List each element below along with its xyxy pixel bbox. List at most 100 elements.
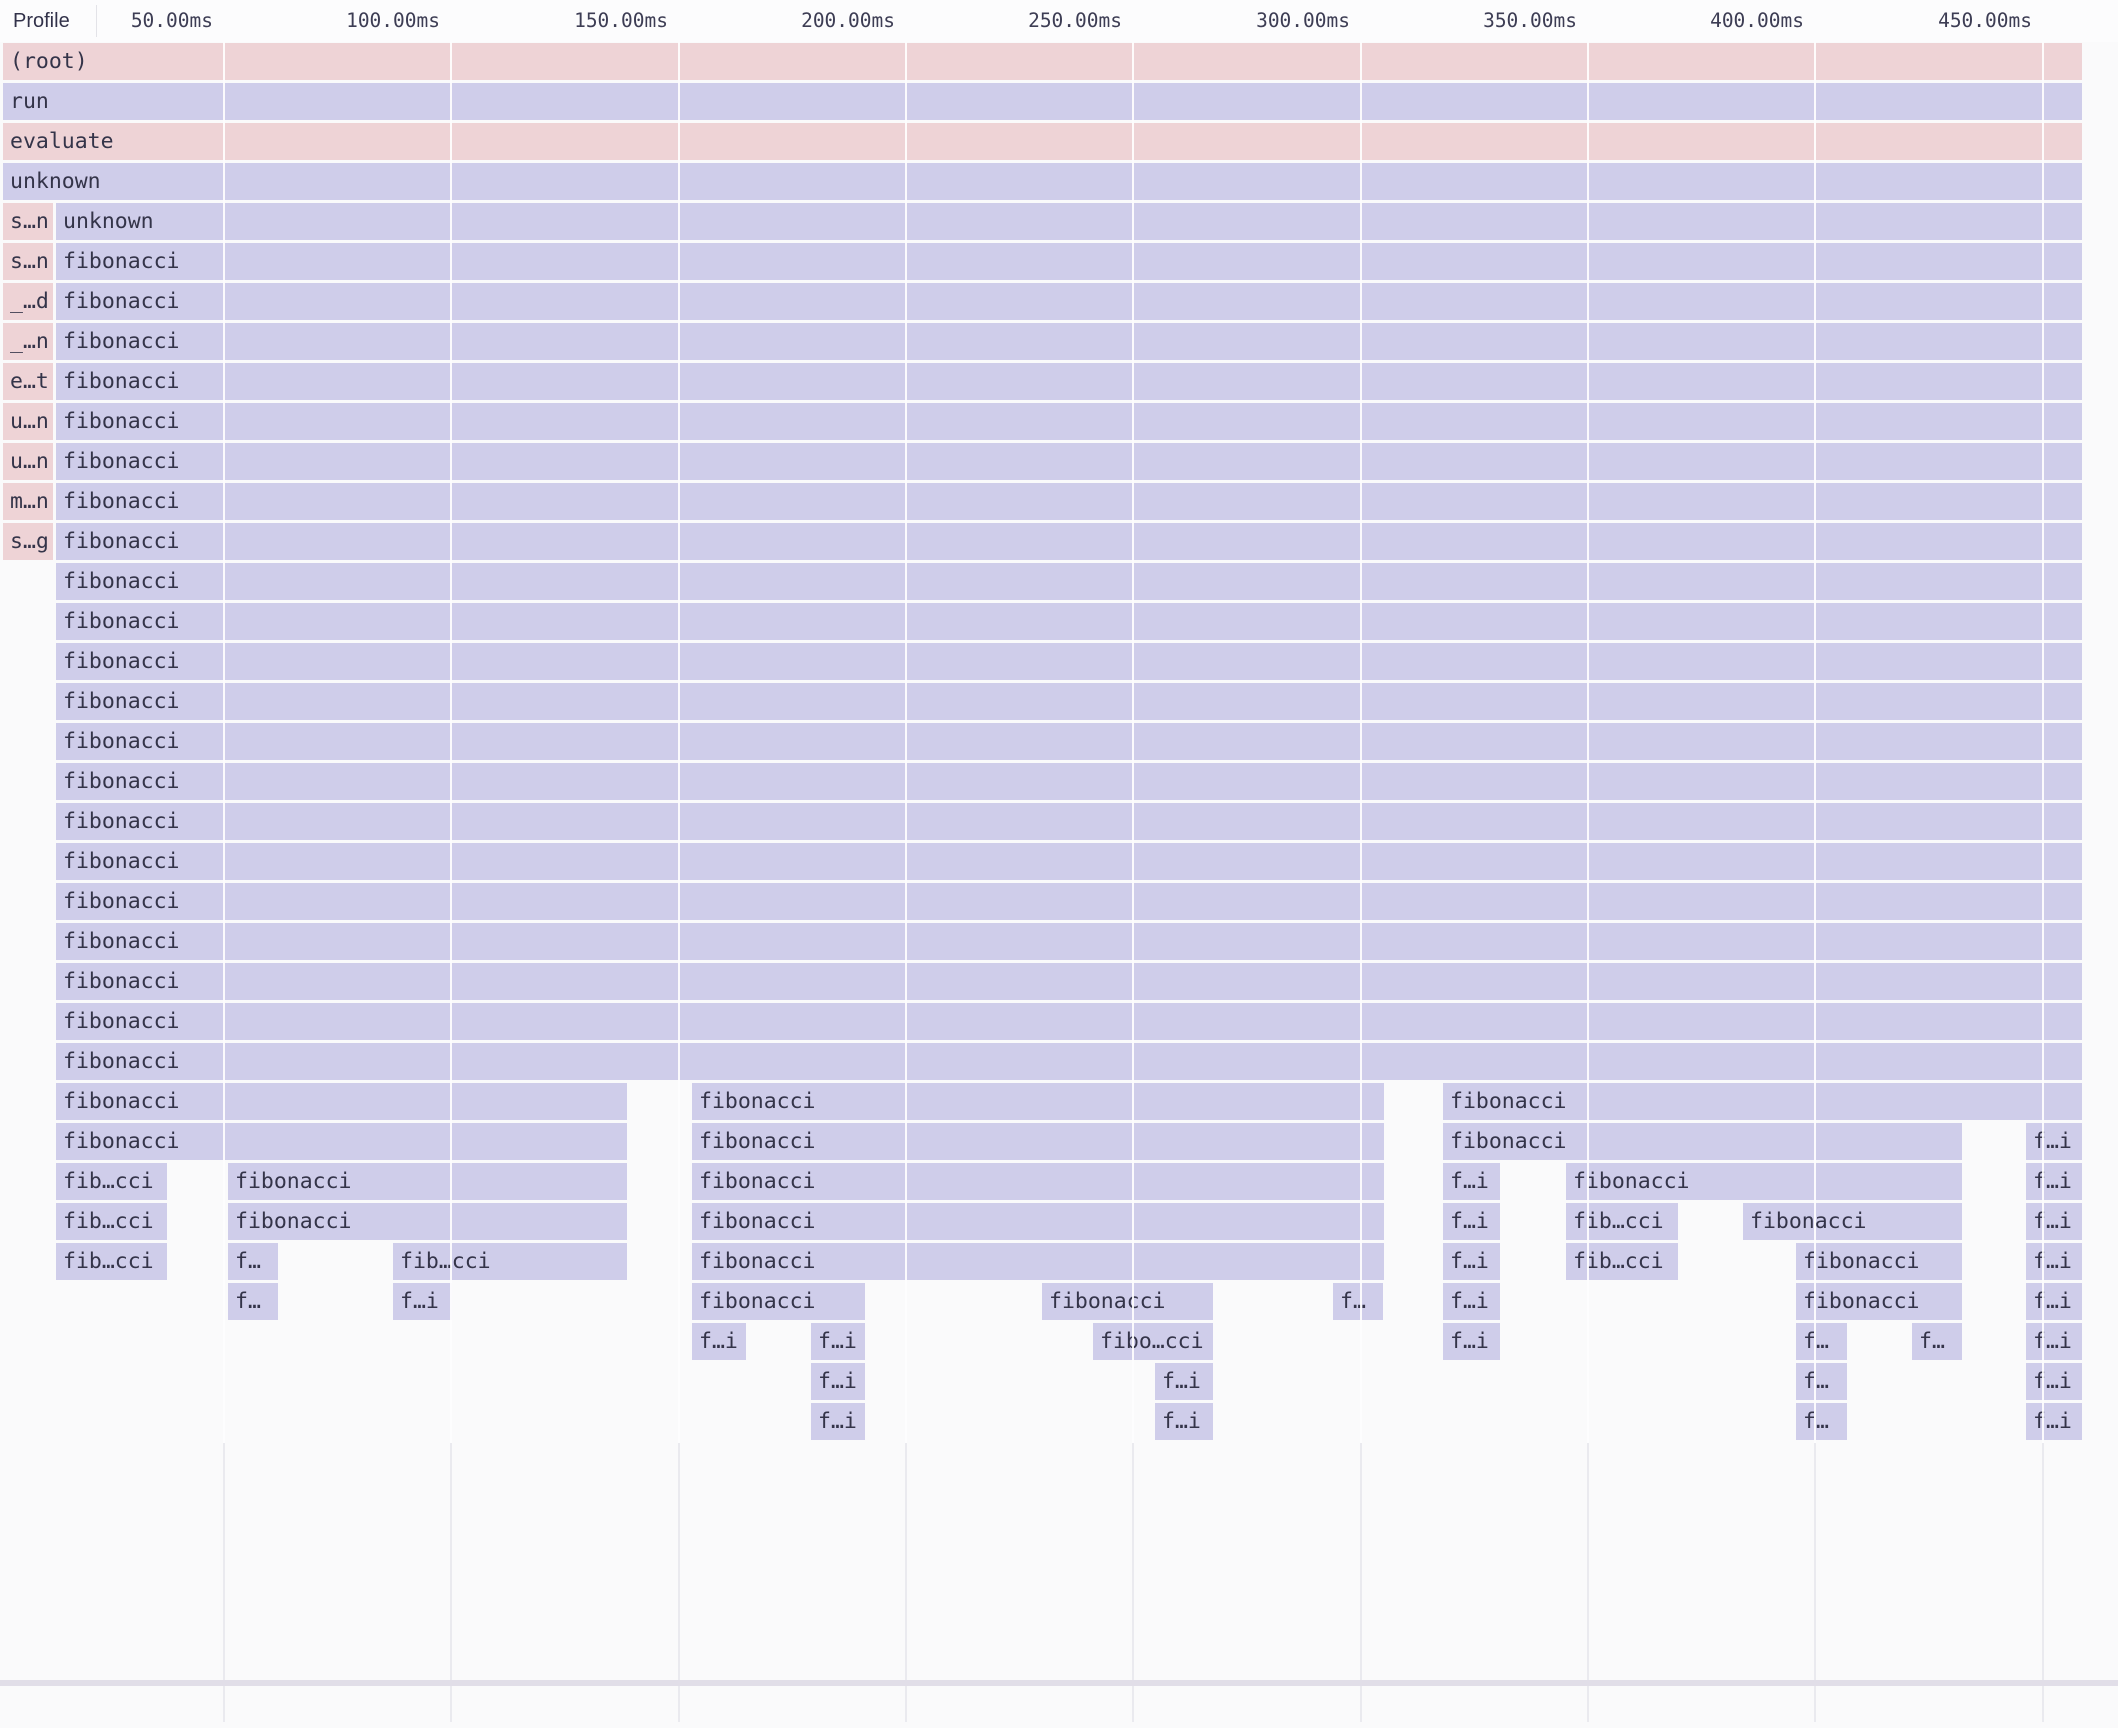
- flame-frame[interactable]: f…i: [1443, 1283, 1500, 1320]
- flame-frame[interactable]: fibonacci: [56, 563, 2082, 600]
- flame-frame[interactable]: f…i: [811, 1403, 865, 1440]
- flame-frame[interactable]: fibonacci: [56, 683, 2082, 720]
- flame-frame[interactable]: fibonacci: [56, 483, 2082, 520]
- flame-frame[interactable]: fibonacci: [692, 1243, 1384, 1280]
- flame-frame[interactable]: fib…cci: [1566, 1243, 1678, 1280]
- flame-frame[interactable]: f…i: [1155, 1363, 1213, 1400]
- ruler-tick-label: 150.00ms: [574, 9, 668, 32]
- flame-row: _…d fibonacci: [0, 283, 2118, 320]
- flame-row: u…n fibonacci: [0, 443, 2118, 480]
- flame-frame[interactable]: f…: [1333, 1283, 1383, 1320]
- flame-frame[interactable]: f…i: [692, 1323, 746, 1360]
- flame-frame[interactable]: f…i: [2026, 1163, 2082, 1200]
- flame-frame[interactable]: fib…cci: [393, 1243, 627, 1280]
- flame-frame[interactable]: fibonacci: [1796, 1283, 1962, 1320]
- flame-frame[interactable]: fib…cci: [56, 1243, 167, 1280]
- flame-frame[interactable]: f…: [228, 1243, 278, 1280]
- horizontal-scrollbar[interactable]: [0, 1680, 2118, 1686]
- flame-frame[interactable]: fibonacci: [56, 723, 2082, 760]
- flame-frame[interactable]: fibonacci: [1566, 1163, 1962, 1200]
- flame-frame[interactable]: f…i: [2026, 1283, 2082, 1320]
- flame-frame[interactable]: u…n: [3, 403, 53, 440]
- flame-frame[interactable]: fibonacci: [56, 643, 2082, 680]
- flame-frame[interactable]: (root): [3, 43, 2082, 80]
- flame-row: fibonacci: [0, 763, 2118, 800]
- flame-frame[interactable]: f…i: [2026, 1363, 2082, 1400]
- flame-frame[interactable]: fibonacci: [56, 843, 2082, 880]
- flame-frame[interactable]: fibonacci: [1443, 1083, 2082, 1120]
- flame-frame[interactable]: fibonacci: [1042, 1283, 1213, 1320]
- flame-row: s…g fibonacci: [0, 523, 2118, 560]
- flame-frame[interactable]: f…i: [811, 1363, 865, 1400]
- flame-frame[interactable]: fibonacci: [1443, 1123, 1962, 1160]
- tab-profile[interactable]: Profile: [13, 10, 70, 32]
- flame-frame[interactable]: f…: [1912, 1323, 1962, 1360]
- flame-frame[interactable]: s…n: [3, 203, 53, 240]
- flame-frame[interactable]: fibonacci: [56, 363, 2082, 400]
- flame-frame[interactable]: f…i: [1443, 1203, 1500, 1240]
- flame-frame[interactable]: fibonacci: [56, 1043, 2082, 1080]
- flame-frame[interactable]: run: [3, 83, 2082, 120]
- ruler-tick-label: 50.00ms: [130, 9, 213, 32]
- flame-frame[interactable]: f…i: [1443, 1323, 1500, 1360]
- flame-frame[interactable]: fibonacci: [692, 1083, 1384, 1120]
- flame-frame[interactable]: f…i: [2026, 1403, 2082, 1440]
- flame-frame[interactable]: f…i: [2026, 1243, 2082, 1280]
- flame-frame[interactable]: fibonacci: [56, 963, 2082, 1000]
- flame-frame[interactable]: fibonacci: [56, 283, 2082, 320]
- flame-frame[interactable]: fib…cci: [56, 1163, 167, 1200]
- flame-frame[interactable]: f…i: [2026, 1203, 2082, 1240]
- flame-frame[interactable]: fibonacci: [228, 1203, 627, 1240]
- flame-frame[interactable]: f…: [1796, 1323, 1847, 1360]
- flame-frame[interactable]: evaluate: [3, 123, 2082, 160]
- flame-frame[interactable]: fibonacci: [56, 1083, 627, 1120]
- flame-frame[interactable]: f…i: [1443, 1163, 1500, 1200]
- flame-frame[interactable]: fibonacci: [56, 923, 2082, 960]
- flame-frame[interactable]: fibonacci: [692, 1163, 1384, 1200]
- flame-frame[interactable]: fibonacci: [228, 1163, 627, 1200]
- flame-frame[interactable]: fibonacci: [56, 1003, 2082, 1040]
- flame-frame[interactable]: fibonacci: [692, 1283, 865, 1320]
- flame-frame[interactable]: f…i: [2026, 1123, 2082, 1160]
- flame-frame[interactable]: fibonacci: [692, 1203, 1384, 1240]
- flame-frame[interactable]: fibonacci: [56, 763, 2082, 800]
- flame-chart[interactable]: (root) run evaluate unknown s…n unknown s…n fib…: [0, 42, 2118, 1722]
- flame-frame[interactable]: m…n: [3, 483, 53, 520]
- flame-frame[interactable]: _…d: [3, 283, 53, 320]
- flame-frame[interactable]: fibonacci: [56, 443, 2082, 480]
- flame-frame[interactable]: s…n: [3, 243, 53, 280]
- flame-row: fibonacci: [0, 843, 2118, 880]
- flame-frame[interactable]: unknown: [3, 163, 2082, 200]
- flame-frame[interactable]: fibonacci: [56, 803, 2082, 840]
- flame-frame[interactable]: fibonacci: [56, 403, 2082, 440]
- flame-frame[interactable]: fibonacci: [692, 1123, 1384, 1160]
- flame-frame[interactable]: fibonacci: [56, 243, 2082, 280]
- flame-frame[interactable]: e…t: [3, 363, 53, 400]
- toolbar: Profile 50.00ms 100.00ms 150.00ms 200.00ms 2…: [0, 0, 2118, 42]
- flame-frame[interactable]: u…n: [3, 443, 53, 480]
- flame-frame[interactable]: f…i: [811, 1323, 865, 1360]
- flame-row: fibonacci fibonacci fibonacci f…i: [0, 1123, 2118, 1160]
- flame-row: fibonacci fibonacci fibonacci: [0, 1083, 2118, 1120]
- flame-frame[interactable]: unknown: [56, 203, 2082, 240]
- flame-frame[interactable]: f…: [1796, 1363, 1847, 1400]
- flame-frame[interactable]: fibonacci: [56, 323, 2082, 360]
- flame-frame[interactable]: f…i: [393, 1283, 452, 1320]
- flame-frame[interactable]: f…i: [1155, 1403, 1213, 1440]
- flame-frame[interactable]: f…: [1796, 1403, 1847, 1440]
- flame-frame[interactable]: fibonacci: [56, 523, 2082, 560]
- flame-frame[interactable]: fibonacci: [1796, 1243, 1962, 1280]
- flame-frame[interactable]: fib…cci: [1566, 1203, 1678, 1240]
- flame-frame[interactable]: f…i: [2026, 1323, 2082, 1360]
- flame-frame[interactable]: f…i: [1443, 1243, 1500, 1280]
- flame-frame[interactable]: s…g: [3, 523, 53, 560]
- flame-frame[interactable]: fibonacci: [1743, 1203, 1962, 1240]
- flame-frame[interactable]: fibonacci: [56, 883, 2082, 920]
- gridline-overlay: [2042, 42, 2044, 1443]
- flame-frame[interactable]: fibonacci: [56, 1123, 627, 1160]
- flame-frame[interactable]: fibonacci: [56, 603, 2082, 640]
- flame-frame[interactable]: fibo…cci: [1093, 1323, 1213, 1360]
- flame-frame[interactable]: _…n: [3, 323, 53, 360]
- flame-frame[interactable]: fib…cci: [56, 1203, 167, 1240]
- flame-frame[interactable]: f…: [228, 1283, 278, 1320]
